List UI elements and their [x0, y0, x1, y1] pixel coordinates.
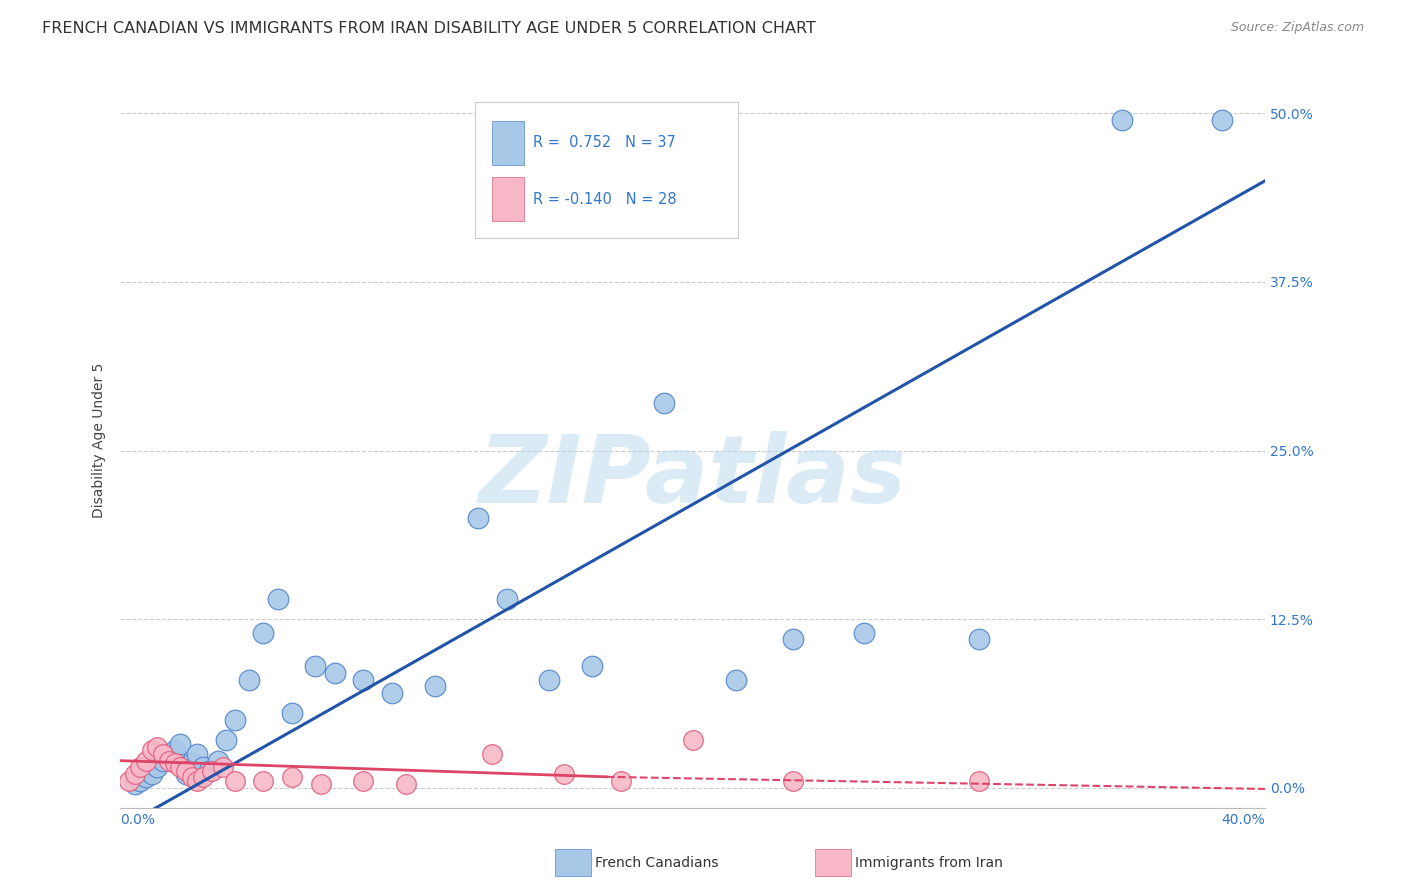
Point	[252, 625, 274, 640]
Point	[309, 776, 332, 790]
Point	[146, 740, 169, 755]
Point	[157, 754, 180, 768]
Point	[782, 632, 804, 647]
Point	[124, 776, 146, 790]
Point	[395, 776, 418, 790]
Point	[174, 764, 197, 779]
Point	[186, 773, 208, 788]
Point	[1211, 113, 1233, 128]
Point	[212, 760, 235, 774]
Bar	[492, 178, 524, 221]
Point	[163, 756, 186, 771]
Text: 0.0%: 0.0%	[121, 813, 155, 827]
Bar	[492, 120, 524, 165]
Point	[224, 773, 246, 788]
Text: Immigrants from Iran: Immigrants from Iran	[855, 855, 1002, 870]
Text: ZIPatlas: ZIPatlas	[478, 431, 907, 523]
Point	[381, 686, 404, 700]
Point	[169, 738, 191, 752]
Point	[224, 713, 246, 727]
Point	[266, 591, 288, 606]
Point	[180, 770, 202, 784]
Point	[467, 511, 489, 525]
Text: FRENCH CANADIAN VS IMMIGRANTS FROM IRAN DISABILITY AGE UNDER 5 CORRELATION CHART: FRENCH CANADIAN VS IMMIGRANTS FROM IRAN …	[42, 21, 815, 36]
Point	[135, 754, 157, 768]
Point	[281, 770, 304, 784]
Point	[193, 760, 215, 774]
Point	[198, 764, 221, 779]
Point	[610, 773, 633, 788]
Point	[118, 773, 141, 788]
Text: Source: ZipAtlas.com: Source: ZipAtlas.com	[1230, 21, 1364, 34]
Point	[215, 733, 238, 747]
Point	[163, 743, 186, 757]
Text: French Canadians: French Canadians	[595, 855, 718, 870]
Point	[129, 760, 152, 774]
Point	[207, 754, 229, 768]
Point	[174, 767, 197, 781]
FancyBboxPatch shape	[475, 103, 738, 238]
Point	[152, 747, 174, 761]
Point	[967, 773, 990, 788]
Text: 40.0%: 40.0%	[1222, 813, 1265, 827]
Point	[652, 396, 675, 410]
Point	[481, 747, 503, 761]
Point	[782, 773, 804, 788]
Point	[252, 773, 274, 788]
Text: R = -0.140   N = 28: R = -0.140 N = 28	[533, 192, 678, 207]
Point	[201, 764, 224, 779]
Point	[124, 767, 146, 781]
Point	[853, 625, 876, 640]
Point	[538, 673, 561, 687]
Point	[967, 632, 990, 647]
Point	[169, 760, 191, 774]
Point	[353, 773, 375, 788]
Point	[146, 760, 169, 774]
Point	[353, 673, 375, 687]
Point	[281, 706, 304, 721]
Point	[180, 756, 202, 771]
Point	[304, 659, 326, 673]
Point	[724, 673, 747, 687]
Point	[193, 770, 215, 784]
Point	[581, 659, 603, 673]
Point	[186, 747, 208, 761]
Point	[135, 770, 157, 784]
Text: R =  0.752   N = 37: R = 0.752 N = 37	[533, 136, 676, 150]
Point	[238, 673, 260, 687]
Y-axis label: Disability Age Under 5: Disability Age Under 5	[93, 363, 107, 518]
Point	[141, 767, 163, 781]
Point	[129, 773, 152, 788]
Point	[682, 733, 704, 747]
Point	[152, 754, 174, 768]
Point	[553, 767, 575, 781]
Point	[141, 743, 163, 757]
Point	[423, 680, 446, 694]
Point	[1111, 113, 1133, 128]
Point	[323, 665, 346, 680]
Point	[157, 747, 180, 761]
Point	[495, 591, 517, 606]
